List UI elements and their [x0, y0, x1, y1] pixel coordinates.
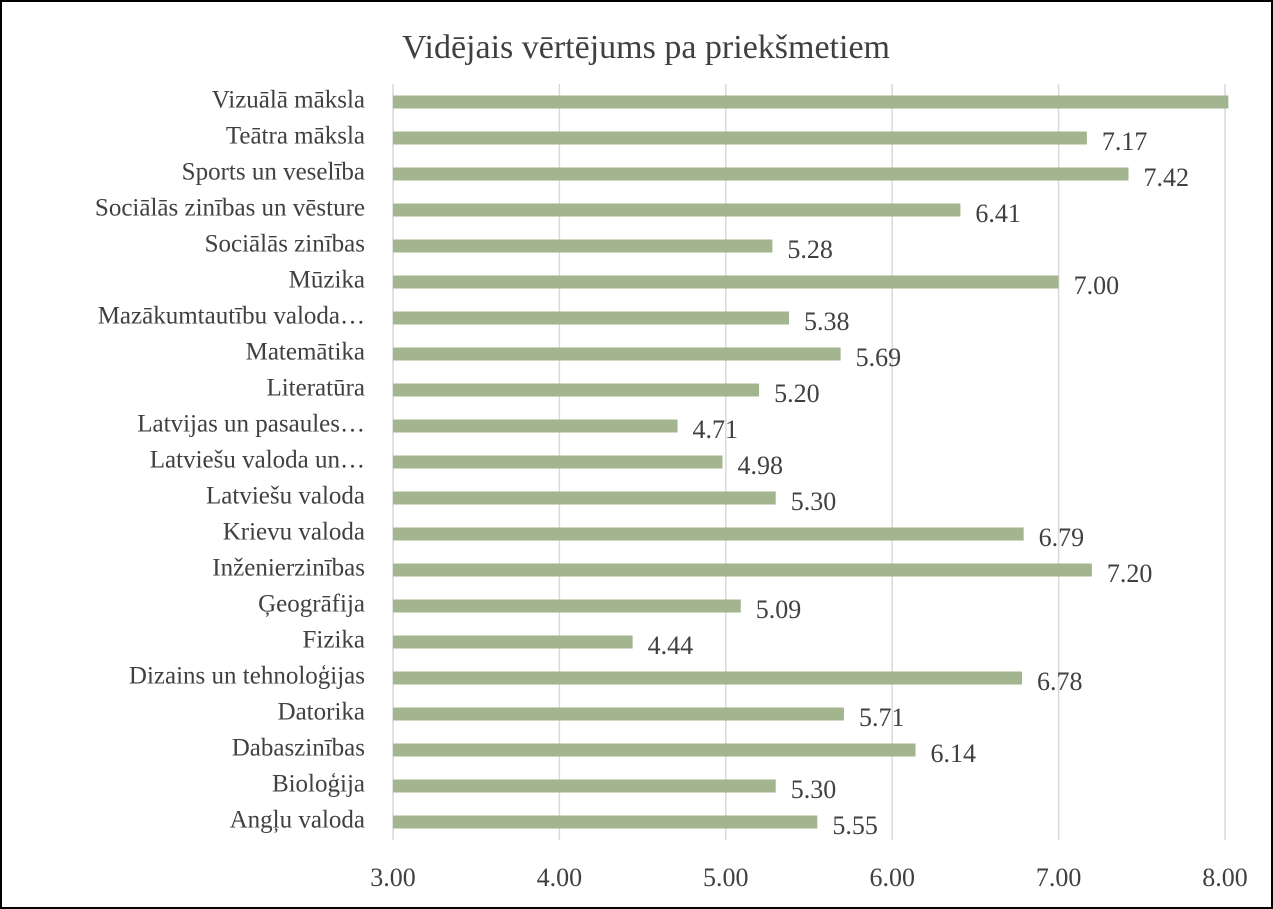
- bar: [393, 347, 841, 361]
- data-label: 7.20: [1107, 559, 1153, 588]
- data-label: 7.17: [1102, 127, 1148, 156]
- y-tick-label: Sports un veselība: [182, 159, 365, 186]
- y-tick-label: Bioloģija: [272, 771, 365, 798]
- y-tick-label: Krievu valoda: [223, 519, 365, 546]
- bar: [393, 311, 790, 325]
- chart-title: Vidējais vērtējums pa priekšmetiem: [402, 29, 890, 66]
- y-tick-label: Literatūra: [266, 375, 365, 402]
- data-label: 6.79: [1039, 523, 1085, 552]
- y-tick-label: Dabaszinības: [232, 735, 365, 762]
- bar: [393, 383, 760, 397]
- bar: [393, 167, 1129, 181]
- x-tick-label: 6.00: [869, 863, 915, 892]
- data-label: 4.71: [693, 415, 739, 444]
- bar: [393, 779, 776, 793]
- x-tick-label: 3.00: [370, 863, 416, 892]
- data-label: 5.71: [859, 703, 905, 732]
- data-label: 6.14: [930, 739, 976, 768]
- y-tick-label: Matemātika: [246, 339, 365, 366]
- y-tick-label: Sociālās zinības: [205, 231, 365, 258]
- bar: [393, 635, 633, 649]
- y-tick-label: Mazākumtautību valoda…: [98, 303, 365, 330]
- bar: [393, 815, 818, 829]
- y-tick-label: Ģeogrāfija: [258, 591, 365, 618]
- y-tick-label: Latviešu valoda: [206, 483, 365, 510]
- data-label: 5.55: [832, 811, 878, 840]
- bar: [393, 527, 1024, 541]
- x-tick-label: 4.00: [537, 863, 583, 892]
- data-label: 7.42: [1143, 163, 1189, 192]
- x-tick-label: 5.00: [703, 863, 749, 892]
- data-label: 7.00: [1074, 271, 1120, 300]
- bar: [393, 707, 844, 721]
- data-label: 6.41: [975, 199, 1021, 228]
- bar: [393, 743, 916, 757]
- y-tick-label: Dizains un tehnoloģijas: [129, 663, 365, 690]
- data-label: 4.44: [648, 631, 694, 660]
- bar: [393, 419, 678, 433]
- bar: [393, 671, 1022, 685]
- y-tick-label: Teātra māksla: [226, 123, 365, 150]
- data-label: 5.28: [787, 235, 833, 264]
- y-tick-label: Mūzika: [289, 267, 365, 294]
- y-tick-label: Vizuālā māksla: [212, 87, 365, 114]
- y-tick-label: Latvijas un pasaules…: [137, 411, 365, 438]
- data-label: 5.09: [756, 595, 802, 624]
- data-label: 5.30: [791, 775, 837, 804]
- data-label: 5.38: [804, 307, 850, 336]
- data-label: 5.30: [791, 487, 837, 516]
- y-tick-label: Datorika: [278, 699, 365, 726]
- y-tick-label: Inženierzinības: [212, 555, 365, 582]
- bar: [393, 131, 1087, 145]
- data-label: 5.69: [856, 343, 902, 372]
- y-tick-label: Latviešu valoda un…: [150, 447, 365, 474]
- bar: [393, 491, 776, 505]
- y-tick-label: Angļu valoda: [230, 807, 365, 834]
- data-label: 6.78: [1037, 667, 1083, 696]
- bar: [393, 599, 741, 613]
- bar: [393, 95, 1229, 109]
- data-label: 5.20: [774, 379, 820, 408]
- data-label: 4.98: [737, 451, 783, 480]
- x-tick-label: 7.00: [1036, 863, 1082, 892]
- bar: [393, 455, 723, 469]
- bar: [393, 203, 961, 217]
- x-tick-label: 8.00: [1202, 863, 1248, 892]
- y-tick-label: Fizika: [303, 627, 366, 654]
- bar: [393, 563, 1092, 577]
- bar: [393, 239, 773, 253]
- y-tick-label: Sociālās zinības un vēsture: [95, 195, 365, 222]
- bar: [393, 275, 1059, 289]
